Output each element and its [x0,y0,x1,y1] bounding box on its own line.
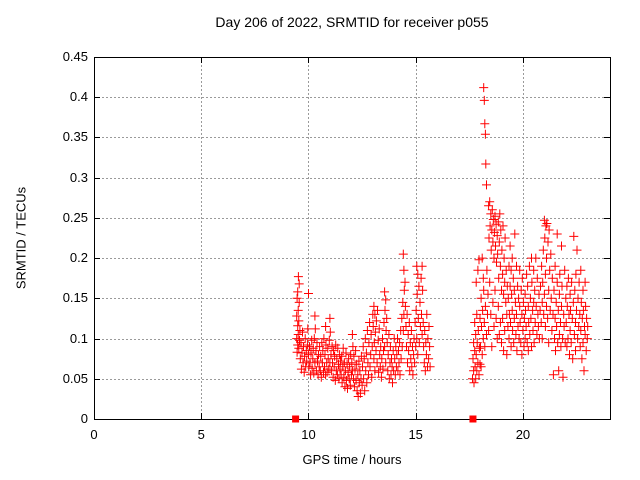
x-tick-label: 15 [408,427,423,442]
y-tick-label: 0.2 [69,250,88,266]
y-tick-label: 0.35 [62,129,88,145]
y-tick-label: 0.25 [62,209,88,225]
y-tick-label: 0.4 [69,89,88,105]
axis-event-markers [292,415,477,423]
chart-title: Day 206 of 2022, SRMTID for receiver p05… [215,14,489,30]
event-marker-square [469,415,477,423]
y-tick-label: 0.05 [62,370,88,386]
scatter-points [292,83,593,401]
y-tick-label: 0.1 [69,330,88,346]
y-tick-label: 0 [80,411,88,426]
x-tick-label: 5 [197,427,205,442]
plot-border [94,57,611,420]
grid-lines [94,57,610,419]
x-tick-label: 10 [301,427,316,442]
x-tick-label: 0 [90,427,98,442]
y-tick-label: 0.3 [69,169,88,185]
y-tick-label: 0.45 [62,49,88,64]
x-axis-label: GPS time / hours [302,452,402,467]
y-tick-label: 0.15 [62,290,88,306]
event-marker-square [292,415,300,423]
x-tick-label: 20 [515,427,531,442]
